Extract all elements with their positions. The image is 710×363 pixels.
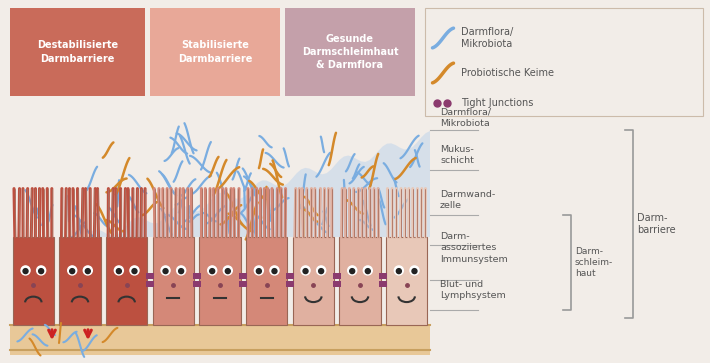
Circle shape <box>301 266 310 275</box>
Circle shape <box>348 266 356 275</box>
Circle shape <box>272 269 277 274</box>
Circle shape <box>396 269 401 274</box>
Circle shape <box>223 266 232 275</box>
Circle shape <box>70 269 75 274</box>
Circle shape <box>38 269 43 274</box>
Circle shape <box>319 269 324 274</box>
Text: Blut- und
Lymphsystem: Blut- und Lymphsystem <box>440 280 506 300</box>
Circle shape <box>37 266 45 275</box>
Bar <box>200 237 241 325</box>
Circle shape <box>350 269 355 274</box>
Text: Destabilisierte
Darmbarriere: Destabilisierte Darmbarriere <box>37 40 118 64</box>
Text: Probiotische Keime: Probiotische Keime <box>461 68 554 78</box>
Circle shape <box>132 269 137 274</box>
Circle shape <box>410 266 419 275</box>
Bar <box>239 281 247 287</box>
Circle shape <box>364 266 372 275</box>
Circle shape <box>114 266 124 275</box>
Bar <box>285 8 415 96</box>
Text: Darmflora/
Mikrobiota: Darmflora/ Mikrobiota <box>440 108 491 128</box>
Bar <box>13 237 54 325</box>
Circle shape <box>270 266 279 275</box>
Text: Darm-
assoziiertes
Immunsystem: Darm- assoziiertes Immunsystem <box>440 232 508 264</box>
Text: Darmflora/
Mikrobiota: Darmflora/ Mikrobiota <box>461 27 513 49</box>
Bar <box>192 281 201 287</box>
Circle shape <box>256 269 261 274</box>
Circle shape <box>161 266 170 275</box>
Bar <box>106 237 147 325</box>
Text: Darm-
schleim-
haut: Darm- schleim- haut <box>575 247 613 278</box>
Bar <box>386 237 427 325</box>
Circle shape <box>67 266 77 275</box>
Circle shape <box>130 266 139 275</box>
Circle shape <box>412 269 417 274</box>
Polygon shape <box>90 131 430 237</box>
Circle shape <box>209 269 214 274</box>
Circle shape <box>254 266 263 275</box>
Circle shape <box>21 266 30 275</box>
Circle shape <box>23 269 28 274</box>
Circle shape <box>366 269 371 274</box>
Text: Stabilisierte
Darmbarriere: Stabilisierte Darmbarriere <box>178 40 252 64</box>
Circle shape <box>317 266 326 275</box>
Circle shape <box>83 266 92 275</box>
Circle shape <box>163 269 168 274</box>
Bar <box>146 281 154 287</box>
Text: Darmwand-
zelle: Darmwand- zelle <box>440 190 496 210</box>
Bar <box>10 8 145 96</box>
Bar <box>379 273 388 279</box>
Text: Darm-
barriere: Darm- barriere <box>637 213 676 235</box>
Text: Gesunde
Darmschleimhaut
& Darmflora: Gesunde Darmschleimhaut & Darmflora <box>302 34 398 70</box>
Text: Mukus-
schicht: Mukus- schicht <box>440 145 474 165</box>
Circle shape <box>208 266 217 275</box>
Bar <box>333 281 341 287</box>
Bar <box>146 273 154 279</box>
Bar <box>60 237 101 325</box>
Bar <box>286 281 294 287</box>
Circle shape <box>179 269 184 274</box>
Circle shape <box>85 269 90 274</box>
Bar <box>150 8 280 96</box>
Bar <box>10 325 430 355</box>
Bar <box>239 273 247 279</box>
Bar <box>153 237 194 325</box>
Bar <box>339 237 381 325</box>
Bar <box>425 8 703 116</box>
Circle shape <box>394 266 403 275</box>
Circle shape <box>225 269 230 274</box>
Bar <box>286 273 294 279</box>
Bar <box>379 281 388 287</box>
Circle shape <box>303 269 308 274</box>
Text: Tight Junctions: Tight Junctions <box>461 98 533 108</box>
Circle shape <box>177 266 185 275</box>
Bar <box>192 273 201 279</box>
Circle shape <box>116 269 121 274</box>
Bar <box>246 237 288 325</box>
Bar <box>293 237 334 325</box>
Bar <box>333 273 341 279</box>
